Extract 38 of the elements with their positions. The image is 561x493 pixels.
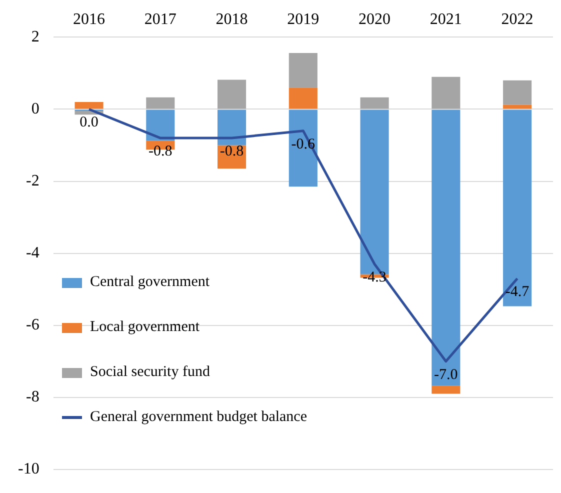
x-tick-label: 2017 <box>144 10 176 28</box>
data-label: -0.6 <box>291 136 316 152</box>
y-tick-label: -6 <box>26 316 40 334</box>
legend-label: Central government <box>90 274 210 291</box>
x-tick-label: 2019 <box>287 10 320 28</box>
bar <box>288 53 318 88</box>
y-tick-label: 0 <box>31 100 40 118</box>
y-tick-label: -10 <box>18 460 40 478</box>
bar <box>218 80 246 109</box>
legend-label: Local government <box>90 319 200 336</box>
x-tick-label: 2016 <box>73 10 106 28</box>
y-tick-label: -2 <box>26 172 40 190</box>
x-tick-label: 2021 <box>430 10 462 28</box>
y-tick-label: -8 <box>26 388 40 406</box>
x-tick-label: 2022 <box>501 10 534 28</box>
x-tick-label: 2018 <box>216 10 248 28</box>
bar <box>432 110 460 386</box>
bar <box>360 97 389 109</box>
data-label: 0.0 <box>80 114 98 131</box>
bar <box>288 88 318 109</box>
bar <box>74 102 104 109</box>
bar <box>503 110 532 306</box>
bar <box>503 104 532 109</box>
y-tick-label: 2 <box>31 28 40 46</box>
bar <box>146 97 175 109</box>
data-label: -7.0 <box>434 366 458 383</box>
data-label: -4.7 <box>505 284 530 300</box>
legend-label: Social security fund <box>90 364 210 381</box>
bar <box>146 110 175 141</box>
bar <box>288 110 318 187</box>
legend-label: General government budget balance <box>90 409 307 426</box>
x-tick-label: 2020 <box>358 10 391 28</box>
bar <box>432 386 460 394</box>
bar <box>503 80 532 105</box>
y-tick-label: -4 <box>26 244 40 262</box>
bar <box>218 110 246 146</box>
bar <box>432 76 460 109</box>
data-label: -0.8 <box>220 143 244 160</box>
